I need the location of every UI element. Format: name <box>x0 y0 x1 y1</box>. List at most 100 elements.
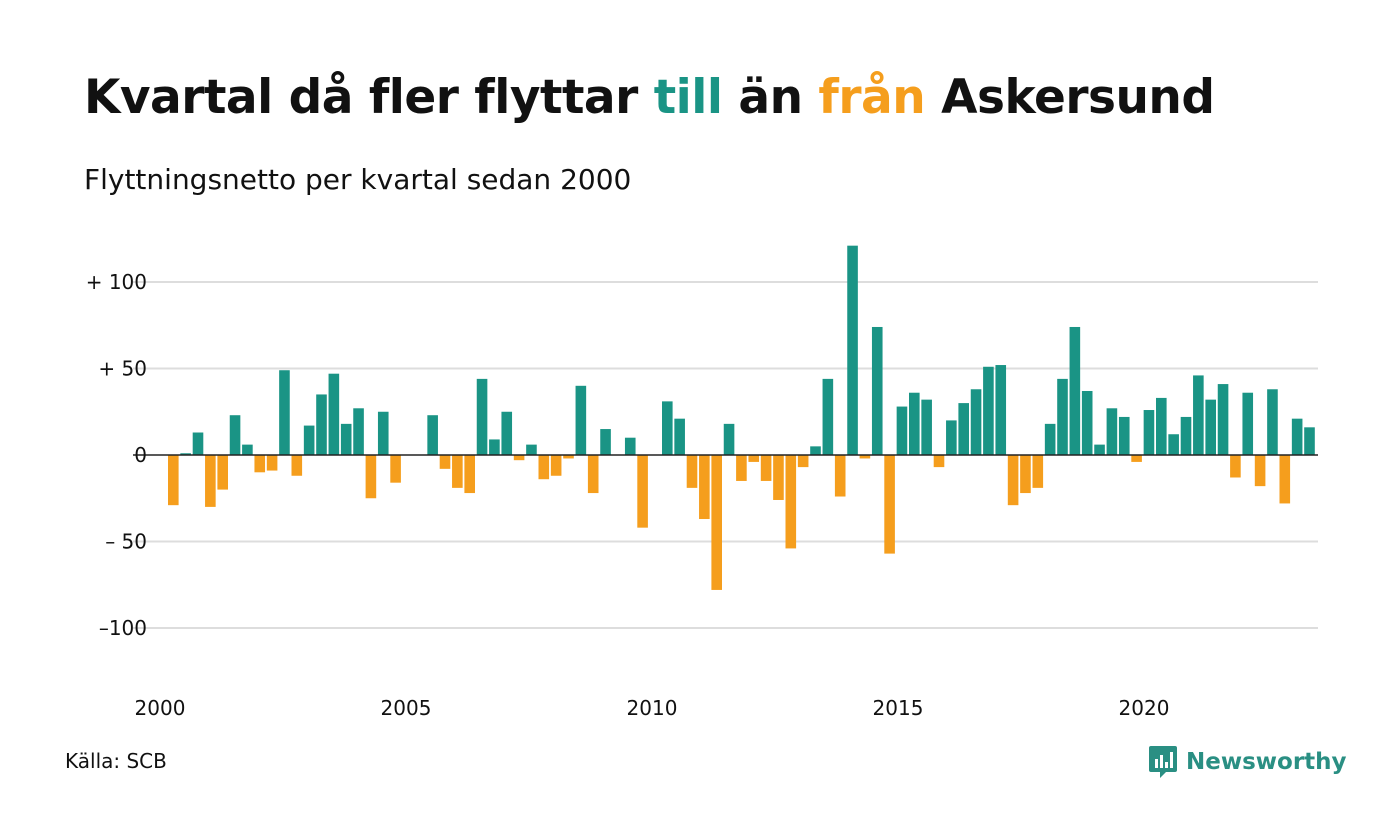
bar <box>365 455 377 499</box>
bar <box>600 429 611 455</box>
bar <box>662 401 673 455</box>
bars <box>168 245 1315 590</box>
title-part-2: än <box>722 70 819 125</box>
bar <box>1304 427 1315 455</box>
source-note: Källa: SCB <box>65 749 167 773</box>
bar <box>489 439 500 455</box>
bar <box>958 403 969 455</box>
newsworthy-logo[interactable]: Newsworthy <box>1148 744 1347 780</box>
x-tick-label: 2005 <box>381 696 432 720</box>
bar <box>736 455 747 481</box>
bar <box>550 455 562 476</box>
bar <box>1081 390 1093 455</box>
bar <box>1193 375 1204 455</box>
x-tick-label: 2000 <box>135 696 186 720</box>
bar <box>1007 455 1019 506</box>
bar <box>1094 444 1105 455</box>
bar <box>526 444 537 455</box>
bar <box>884 455 895 554</box>
y-tick-label: – 50 <box>105 530 147 554</box>
bar <box>1106 408 1118 455</box>
bar <box>699 455 710 520</box>
x-tick-label: 2020 <box>1119 696 1170 720</box>
bar <box>353 408 364 455</box>
bar <box>637 455 648 528</box>
bar <box>711 455 722 590</box>
y-tick-label: + 100 <box>86 270 147 294</box>
bar <box>242 444 253 455</box>
chart-subtitle: Flyttningsnetto per kvartal sedan 2000 <box>84 163 632 196</box>
bar <box>1143 410 1155 455</box>
x-tick-label: 2015 <box>873 696 924 720</box>
x-tick-label: 2010 <box>627 696 678 720</box>
bar <box>340 423 352 455</box>
bar <box>328 373 340 455</box>
bar <box>1020 455 1031 494</box>
bar <box>748 455 760 462</box>
bar <box>1156 397 1167 455</box>
bar <box>476 378 488 455</box>
bar <box>1057 378 1068 455</box>
bar <box>933 455 945 468</box>
bar <box>1168 434 1179 455</box>
bar <box>1230 455 1241 478</box>
bar <box>983 366 994 455</box>
bar <box>390 455 401 483</box>
gridlines <box>133 281 1318 629</box>
bar <box>946 420 957 455</box>
bar <box>316 394 327 455</box>
bar <box>1131 455 1142 462</box>
bar <box>427 415 438 455</box>
bar <box>1279 455 1291 504</box>
bar <box>810 446 821 455</box>
bar <box>377 411 389 455</box>
bar <box>1032 455 1044 488</box>
bar <box>279 370 290 455</box>
bar <box>1291 418 1303 455</box>
x-axis-ticks: 2000 2005 2010 2015 2020 <box>135 696 1170 720</box>
y-tick-label: + 50 <box>98 357 147 381</box>
y-tick-label: 0 <box>134 443 147 467</box>
title-part-1: Kvartal då fler flyttar <box>84 70 654 125</box>
y-axis-ticks: + 100 + 50 0 – 50 –100 <box>86 270 147 640</box>
bar <box>1118 416 1130 455</box>
y-tick-label: –100 <box>99 616 147 640</box>
bar <box>822 378 834 455</box>
bar <box>797 455 809 468</box>
bar <box>686 455 698 488</box>
bar <box>303 425 315 455</box>
bar <box>538 455 550 480</box>
bar <box>1069 326 1081 455</box>
bar <box>921 399 932 455</box>
bar <box>217 455 228 490</box>
bar <box>587 455 599 494</box>
bar <box>180 453 191 455</box>
newsworthy-logo-icon <box>1149 746 1177 778</box>
bar <box>464 455 475 494</box>
bar <box>834 455 846 497</box>
logo-text: Newsworthy <box>1186 749 1347 775</box>
bar <box>1044 423 1056 455</box>
bar <box>563 455 574 459</box>
title-till-highlight: till <box>653 70 723 125</box>
bar <box>205 455 216 507</box>
bar <box>192 432 204 455</box>
bar <box>266 455 278 471</box>
bar <box>1254 455 1266 487</box>
bar <box>229 415 241 455</box>
bar <box>970 389 982 455</box>
bar <box>785 455 797 549</box>
bar <box>896 406 908 455</box>
bar <box>513 455 525 461</box>
bar <box>501 411 513 455</box>
bar <box>760 455 772 481</box>
bar <box>859 455 871 459</box>
bar <box>624 437 636 455</box>
bar <box>168 455 179 506</box>
bar <box>1205 399 1216 455</box>
bar <box>439 455 451 469</box>
bar <box>995 365 1007 455</box>
title-part-3: Askersund <box>925 70 1215 125</box>
chart-title: Kvartal då fler flyttar till än från Ask… <box>84 72 1215 124</box>
